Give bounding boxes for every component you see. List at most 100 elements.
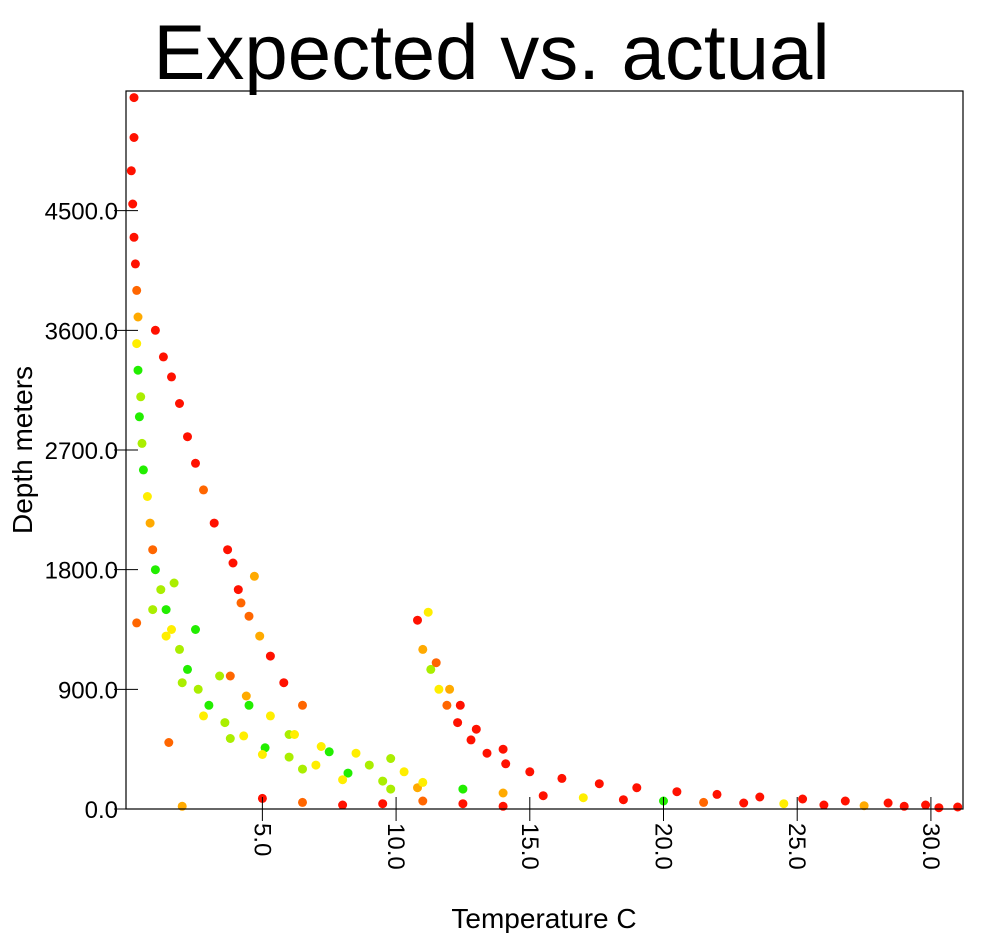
data-point-118 bbox=[338, 800, 348, 810]
data-point-87 bbox=[594, 779, 604, 789]
data-point-44 bbox=[215, 671, 225, 681]
data-point-93 bbox=[840, 796, 850, 806]
data-point-65 bbox=[223, 545, 233, 555]
data-point-77 bbox=[418, 644, 428, 654]
data-point-50 bbox=[225, 671, 235, 681]
x-tick-label-2: 15.0 bbox=[516, 823, 543, 870]
data-point-76 bbox=[423, 607, 433, 617]
data-point-60 bbox=[175, 399, 184, 408]
plot-frame bbox=[125, 90, 964, 810]
data-point-74 bbox=[298, 700, 307, 710]
data-point-94 bbox=[883, 798, 893, 808]
data-point-26 bbox=[239, 731, 249, 741]
data-point-25 bbox=[220, 718, 230, 728]
data-point-17 bbox=[150, 565, 160, 575]
data-point-36 bbox=[199, 711, 208, 721]
data-point-109 bbox=[699, 797, 709, 807]
data-point-7 bbox=[133, 312, 143, 322]
data-point-20 bbox=[167, 625, 176, 634]
data-point-45 bbox=[244, 700, 254, 710]
data-point-39 bbox=[298, 764, 307, 774]
data-point-55 bbox=[351, 748, 361, 758]
data-point-106 bbox=[578, 793, 588, 803]
data-point-104 bbox=[498, 788, 508, 798]
x-axis-label: Temperature C bbox=[451, 903, 636, 933]
data-point-117 bbox=[298, 797, 307, 807]
data-point-85 bbox=[525, 767, 535, 777]
data-point-64 bbox=[209, 518, 219, 528]
chart-title: Expected vs. actual bbox=[153, 8, 830, 96]
data-point-23 bbox=[193, 684, 203, 694]
data-point-88 bbox=[632, 783, 642, 793]
data-point-100 bbox=[471, 724, 481, 734]
data-point-16 bbox=[148, 545, 158, 555]
data-point-113 bbox=[859, 801, 869, 811]
data-point-15 bbox=[145, 518, 155, 528]
data-point-120 bbox=[418, 796, 428, 806]
data-point-10 bbox=[136, 392, 146, 402]
data-point-40 bbox=[338, 775, 348, 785]
data-point-72 bbox=[265, 651, 275, 661]
y-tick-label-0: 0.0 bbox=[85, 797, 118, 824]
data-point-4 bbox=[129, 232, 139, 242]
data-point-51 bbox=[241, 691, 251, 701]
y-axis-label: Depth meters bbox=[7, 366, 38, 534]
data-point-67 bbox=[244, 611, 254, 621]
data-point-41 bbox=[386, 784, 396, 794]
data-point-71 bbox=[249, 571, 259, 581]
data-point-3 bbox=[128, 199, 138, 209]
data-point-121 bbox=[458, 799, 468, 809]
data-point-124 bbox=[164, 738, 174, 747]
x-tick-label-4: 25.0 bbox=[783, 823, 810, 870]
data-point-115 bbox=[934, 803, 944, 813]
data-point-47 bbox=[324, 747, 334, 757]
data-point-98 bbox=[445, 684, 455, 694]
data-point-61 bbox=[183, 432, 192, 442]
data-point-57 bbox=[150, 325, 160, 335]
data-point-95 bbox=[921, 800, 931, 810]
y-axis: 0.0 900.0 1800.0 2700.0 3600.0 4500.0 bbox=[45, 199, 138, 824]
data-point-54 bbox=[316, 742, 326, 751]
data-point-38 bbox=[257, 750, 267, 759]
data-point-18 bbox=[156, 585, 166, 595]
data-point-83 bbox=[482, 748, 492, 758]
data-point-69 bbox=[236, 598, 246, 608]
data-point-90 bbox=[712, 789, 722, 799]
y-tick-label-3: 2700.0 bbox=[45, 438, 118, 465]
data-point-22 bbox=[183, 664, 192, 674]
data-point-66 bbox=[233, 585, 243, 595]
data-point-101 bbox=[498, 744, 508, 754]
data-point-52 bbox=[265, 711, 275, 721]
data-point-2 bbox=[126, 166, 136, 176]
x-tick-label-5: 30.0 bbox=[917, 823, 944, 870]
data-point-89 bbox=[672, 787, 682, 797]
data-point-102 bbox=[418, 777, 428, 787]
y-tick-label-1: 900.0 bbox=[58, 677, 118, 704]
data-point-35 bbox=[177, 678, 187, 688]
data-point-1 bbox=[129, 133, 139, 142]
data-point-107 bbox=[618, 795, 628, 805]
data-point-82 bbox=[466, 735, 476, 745]
data-point-42 bbox=[169, 578, 179, 588]
y-tick-label-4: 3600.0 bbox=[45, 318, 118, 345]
data-point-63 bbox=[199, 485, 208, 495]
data-point-112 bbox=[819, 800, 829, 810]
data-point-9 bbox=[133, 365, 143, 375]
data-point-86 bbox=[557, 773, 567, 783]
data-point-0 bbox=[129, 93, 139, 103]
data-point-80 bbox=[442, 700, 452, 710]
data-point-11 bbox=[134, 412, 144, 422]
data-point-56 bbox=[386, 754, 396, 763]
data-point-21 bbox=[175, 644, 184, 654]
data-point-37 bbox=[225, 734, 235, 743]
data-point-103 bbox=[458, 784, 468, 794]
data-point-97 bbox=[431, 658, 441, 668]
data-point-81 bbox=[453, 718, 463, 728]
points-layer bbox=[126, 93, 963, 813]
data-point-91 bbox=[755, 792, 765, 802]
data-point-24 bbox=[204, 700, 214, 710]
data-point-33 bbox=[148, 605, 158, 615]
data-point-99 bbox=[455, 700, 465, 710]
data-point-96 bbox=[953, 802, 963, 812]
